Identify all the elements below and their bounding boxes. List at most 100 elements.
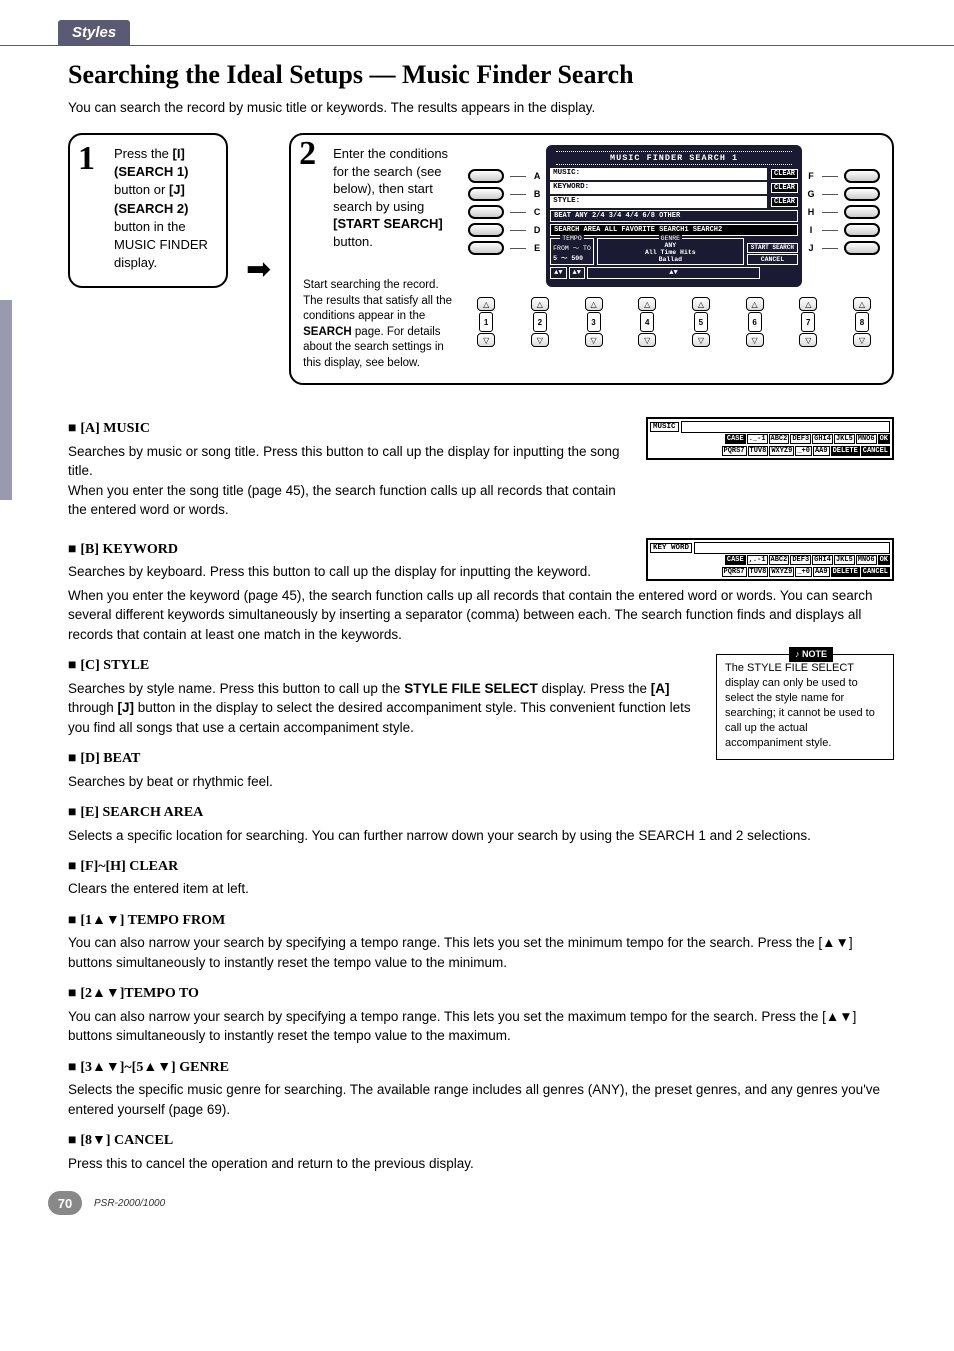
spinner-row: △1▽△2▽△3▽△4▽△5▽△6▽△7▽△8▽ (468, 297, 880, 347)
section-a-p2: When you enter the song title (page 45),… (68, 481, 628, 520)
lcd-title: MUSIC FINDER SEARCH 1 (556, 151, 792, 165)
section-genre-body: Selects the specific music genre for sea… (68, 1080, 894, 1119)
step2-number: 2 (299, 135, 316, 173)
spinner-up-5[interactable]: △ (692, 297, 710, 311)
section-e-body: Selects a specific location for searchin… (68, 826, 894, 846)
panel-button-c[interactable] (468, 205, 504, 219)
section-b-title: [B] KEYWORD (68, 538, 628, 560)
spinner-1: △1▽ (474, 297, 498, 347)
intro-text: You can search the record by music title… (68, 100, 894, 115)
spinner-label-2: 2 (533, 312, 547, 332)
lcd-beat-row: BEAT ANY 2/4 3/4 4/4 6/8 OTHER (550, 210, 798, 222)
section-tempoto-body: You can also narrow your search by speci… (68, 1007, 894, 1046)
step2-subnote: Start searching the record. The results … (303, 278, 458, 371)
spinner-down-4[interactable]: ▽ (638, 333, 656, 347)
spinner-up-7[interactable]: △ (799, 297, 817, 311)
lcd-style-field: STYLE: (550, 196, 767, 208)
panel-button-b[interactable] (468, 187, 504, 201)
lcd-panel-area: A B C D E MUSIC FINDER SEARCH 1 MUSIC:CL… (468, 145, 880, 371)
header-tab-line: Styles (0, 0, 954, 46)
spinner-3: △3▽ (582, 297, 606, 347)
spinner-down-8[interactable]: ▽ (853, 333, 871, 347)
lcd-start-search: START SEARCH (747, 243, 798, 253)
spinner-down-2[interactable]: ▽ (531, 333, 549, 347)
spinner-up-2[interactable]: △ (531, 297, 549, 311)
panel-button-e[interactable] (468, 241, 504, 255)
spinner-5: △5▽ (689, 297, 713, 347)
section-c-body: Searches by style name. Press this butto… (68, 679, 698, 738)
lcd-keyword-field: KEYWORD: (550, 182, 767, 194)
section-genre-title: [3▲▼]~[5▲▼] GENRE (68, 1056, 894, 1078)
left-button-strip: A B C D E (468, 145, 542, 287)
section-d-body: Searches by beat or rhythmic feel. (68, 772, 698, 792)
spinner-up-8[interactable]: △ (853, 297, 871, 311)
lcd-music-field: MUSIC: (550, 168, 767, 180)
spinner-label-5: 5 (694, 312, 708, 332)
section-tempoto-title: [2▲▼]TEMPO TO (68, 982, 894, 1004)
panel-button-a[interactable] (468, 169, 504, 183)
note-box: NOTE The STYLE FILE SELECT display can o… (716, 654, 894, 759)
spinner-up-3[interactable]: △ (585, 297, 603, 311)
arrow-icon: ➡ (246, 252, 271, 287)
section-tab: Styles (58, 20, 130, 45)
note-badge: NOTE (789, 647, 833, 661)
section-c-title: [C] STYLE (68, 654, 698, 676)
model-label: PSR-2000/1000 (94, 1198, 165, 1209)
section-d-title: [D] BEAT (68, 747, 698, 769)
section-a-p1: Searches by music or song title. Press t… (68, 442, 628, 481)
spinner-down-3[interactable]: ▽ (585, 333, 603, 347)
spinner-6: △6▽ (743, 297, 767, 347)
lcd-cancel: CANCEL (747, 254, 798, 265)
section-b-p2: When you enter the keyword (page 45), th… (68, 586, 894, 645)
page-footer: 70 PSR-2000/1000 (48, 1191, 165, 1215)
music-input-panel: MUSIC CASE._-1ABC2DEF3GHI4JKL5MNO6OKPQRS… (646, 417, 894, 460)
panel-button-f[interactable] (844, 169, 880, 183)
page-title: Searching the Ideal Setups — Music Finde… (68, 60, 894, 90)
keyword-input-panel: KEY WORD CASE,.-1ABC2DEF3GHI4JKL5MNO6OKP… (646, 538, 894, 581)
lcd-arrow-row: ▲▼ ▲▼ ▲▼ (550, 267, 798, 279)
spinner-label-1: 1 (479, 312, 493, 332)
step2-text: Enter the conditions for the search (see… (333, 145, 458, 250)
step2-text-col: Enter the conditions for the search (see… (303, 145, 458, 371)
section-fh-title: [F]~[H] CLEAR (68, 855, 894, 877)
steps-row: 1 Press the [I] (SEARCH 1) button or [J]… (68, 133, 894, 385)
spinner-down-6[interactable]: ▽ (746, 333, 764, 347)
section-cancel-title: [8▼] CANCEL (68, 1129, 894, 1151)
spinner-label-3: 3 (587, 312, 601, 332)
lcd-genre-box: GENRE ANY All Time Hits Ballad (597, 238, 744, 265)
spinner-7: △7▽ (796, 297, 820, 347)
spinner-up-1[interactable]: △ (477, 297, 495, 311)
spinner-label-8: 8 (855, 312, 869, 332)
page-number: 70 (48, 1191, 82, 1215)
spinner-down-7[interactable]: ▽ (799, 333, 817, 347)
spinner-label-6: 6 (748, 312, 762, 332)
step1-box: 1 Press the [I] (SEARCH 1) button or [J]… (68, 133, 228, 288)
step2-box: 2 Enter the conditions for the search (s… (289, 133, 894, 385)
spinner-down-5[interactable]: ▽ (692, 333, 710, 347)
lcd-screen: MUSIC FINDER SEARCH 1 MUSIC:CLEAR KEYWOR… (546, 145, 802, 287)
step1-text: Press the [I] (SEARCH 1) button or [J] (… (114, 145, 212, 272)
spinner-up-6[interactable]: △ (746, 297, 764, 311)
section-b-p1: Searches by keyboard. Press this button … (68, 562, 628, 582)
note-body: The STYLE FILE SELECT display can only b… (725, 661, 885, 750)
spinner-4: △4▽ (635, 297, 659, 347)
spinner-2: △2▽ (528, 297, 552, 347)
panel-button-j[interactable] (844, 241, 880, 255)
spinner-up-4[interactable]: △ (638, 297, 656, 311)
panel-button-g[interactable] (844, 187, 880, 201)
section-tempofrom-title: [1▲▼] TEMPO FROM (68, 909, 894, 931)
panel-button-h[interactable] (844, 205, 880, 219)
section-fh-body: Clears the entered item at left. (68, 879, 894, 899)
page-content: Searching the Ideal Setups — Music Finde… (0, 60, 954, 1173)
section-cancel-body: Press this to cancel the operation and r… (68, 1154, 894, 1174)
panel-button-d[interactable] (468, 223, 504, 237)
right-button-strip: F G H I J (806, 145, 880, 287)
section-e-title: [E] SEARCH AREA (68, 801, 894, 823)
step1-number: 1 (78, 135, 95, 183)
side-margin-pad (0, 300, 12, 500)
spinner-label-7: 7 (801, 312, 815, 332)
spinner-down-1[interactable]: ▽ (477, 333, 495, 347)
spinner-8: △8▽ (850, 297, 874, 347)
section-tempofrom-body: You can also narrow your search by speci… (68, 933, 894, 972)
panel-button-i[interactable] (844, 223, 880, 237)
